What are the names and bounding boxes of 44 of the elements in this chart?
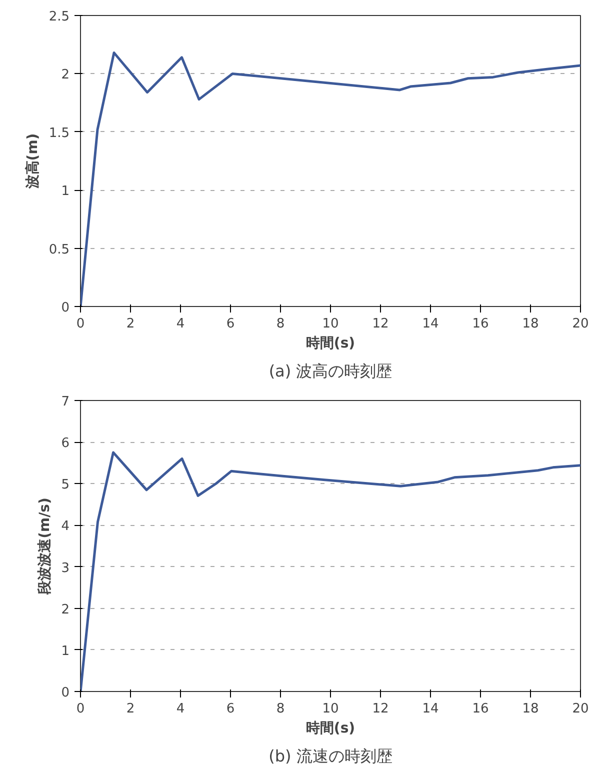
x-tick-label: 14 (422, 316, 439, 332)
x-tick-label: 10 (322, 316, 339, 332)
x-tick-label: 12 (372, 702, 389, 716)
x-tick-label: 0 (76, 316, 85, 332)
y-tick-label: 1 (61, 644, 70, 659)
x-tick-label: 14 (422, 702, 439, 716)
x-tick-label: 6 (226, 702, 235, 716)
x-tick-label: 2 (126, 316, 135, 332)
x-axis-title: 時間(s) (306, 720, 356, 736)
x-tick-label: 12 (372, 316, 389, 332)
y-axis-title: 段波波速(m/s) (37, 498, 54, 596)
text: (b) 流速の時刻歴 (268, 746, 392, 766)
y-tick-label: 4 (61, 519, 70, 534)
x-tick-label: 18 (522, 702, 539, 716)
x-tick-label: 8 (276, 702, 285, 716)
y-tick-label: 7 (61, 394, 70, 410)
x-tick-label: 18 (522, 316, 539, 332)
x-tick-label: 16 (472, 702, 489, 716)
y-tick-label: 5 (61, 478, 70, 493)
x-tick-label: 4 (176, 316, 185, 332)
y-tick-label: 1 (61, 184, 70, 200)
y-tick-label: 0 (61, 300, 70, 316)
y-tick-label: 1.5 (48, 126, 70, 141)
x-tick-label: 20 (572, 316, 589, 332)
y-tick-label: 2 (61, 602, 70, 618)
line-series (80, 52, 580, 306)
x-axis-title: 時間(s) (306, 336, 356, 352)
x-tick-label: 2 (126, 702, 135, 716)
y-tick-label: 2 (61, 68, 70, 83)
x-tick-label: 10 (322, 702, 339, 716)
y-tick-label: 0 (61, 686, 70, 700)
x-tick-label: 6 (226, 316, 235, 332)
y-tick-label: 3 (61, 560, 70, 576)
x-tick-label: 4 (176, 702, 185, 716)
x-tick-label: 20 (572, 702, 589, 716)
y-axis-title: 波高(m) (24, 133, 41, 190)
x-tick-label: 8 (276, 316, 285, 332)
y-tick-label: 0.5 (48, 242, 70, 258)
x-tick-label: 0 (76, 702, 85, 716)
y-tick-label: 6 (61, 436, 70, 452)
line-series (80, 451, 580, 692)
y-tick-label: 2.5 (48, 10, 70, 24)
x-tick-label: 16 (472, 316, 489, 332)
text: (a) 波高の時刻歴 (268, 362, 392, 380)
